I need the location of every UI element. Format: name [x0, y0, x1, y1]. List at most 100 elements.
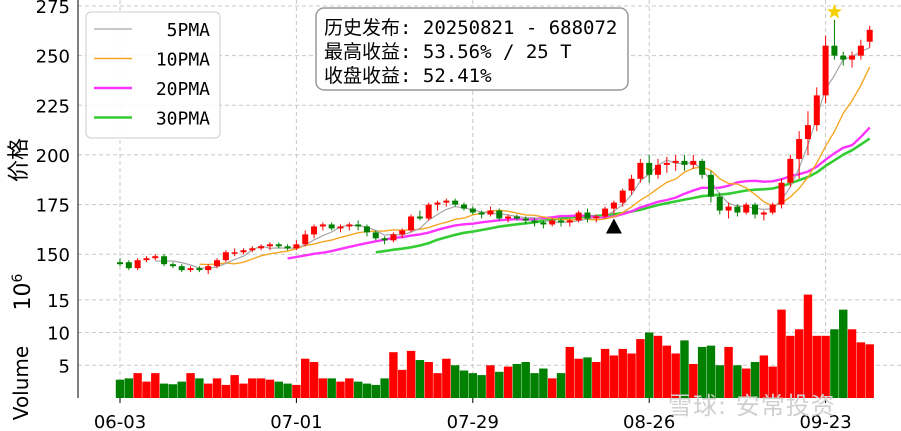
- candle-body: [584, 212, 591, 219]
- volume-bar: [203, 383, 213, 398]
- volume-bar: [459, 370, 469, 398]
- candle-body: [134, 260, 141, 269]
- axes: 150 175 200 225 250 275 5 10 15 06-03 07-01 07-29 08…: [36, 0, 852, 431]
- candle-body: [117, 262, 123, 265]
- candles: [117, 19, 873, 275]
- volume-bar: [239, 383, 248, 398]
- price-tick-label: 250: [36, 47, 70, 68]
- candle-body: [443, 200, 450, 203]
- candle-body: [399, 230, 406, 235]
- candle-body: [558, 220, 564, 223]
- candle-body: [663, 162, 670, 165]
- candle-body: [672, 160, 679, 163]
- candle-body: [787, 158, 794, 183]
- volume-bar: [274, 381, 283, 398]
- candle-body: [637, 162, 644, 179]
- candle-body: [487, 210, 494, 215]
- candle-body: [178, 266, 185, 271]
- volume-bar: [283, 383, 292, 398]
- candle-body: [628, 178, 635, 191]
- candle-body: [319, 224, 326, 227]
- volume-bars: [115, 294, 874, 398]
- candle-body: [478, 212, 485, 215]
- candle-body: [804, 125, 811, 140]
- candle-body: [725, 206, 732, 211]
- price-tick-label: 175: [36, 196, 70, 217]
- x-tick-label: 07-29: [447, 412, 499, 431]
- volume-bar: [468, 373, 478, 398]
- volume-bar: [689, 363, 698, 398]
- volume-bar: [195, 378, 204, 398]
- candle-body: [416, 216, 423, 219]
- volume-bar: [803, 294, 813, 398]
- candle-body: [196, 268, 203, 271]
- candle-body: [840, 55, 847, 60]
- volume-bar: [512, 363, 522, 398]
- price-tick-label: 200: [36, 146, 70, 167]
- volume-bar: [159, 383, 169, 398]
- volume-bar: [486, 365, 495, 398]
- volume-bar: [724, 346, 733, 398]
- candle-body: [769, 204, 776, 213]
- volume-bar: [759, 355, 769, 398]
- price-axis-label: 价格: [7, 138, 32, 182]
- candle-body: [381, 238, 388, 241]
- volume-bar: [336, 381, 345, 398]
- ma5-line: [155, 47, 870, 269]
- volume-bar: [768, 366, 777, 398]
- volume-bar: [636, 339, 645, 398]
- volume-bar: [151, 373, 160, 398]
- volume-bar: [301, 358, 310, 398]
- volume-bar: [539, 368, 548, 398]
- volume-bar: [371, 384, 380, 398]
- volume-bar: [503, 366, 513, 398]
- candle-body: [549, 220, 556, 225]
- volume-bar: [583, 357, 592, 398]
- volume-bar: [353, 381, 363, 398]
- candle-body: [425, 204, 432, 219]
- volume-axis-label: Volume: [9, 346, 33, 420]
- annotation-line-2: 最高收益: 53.56% / 25 T: [324, 41, 572, 63]
- candle-body: [646, 162, 653, 175]
- candle-body: [752, 204, 759, 215]
- volume-bar: [212, 378, 222, 398]
- legend-label-10pma: 10PMA: [156, 50, 210, 71]
- annotation-line-1: 历史发布: 20250821 - 688072: [324, 17, 617, 39]
- volume-bar: [812, 335, 821, 398]
- annotation-line-3: 收盘收益: 52.41%: [324, 65, 492, 87]
- volume-bar: [168, 384, 178, 398]
- volume-bar: [750, 362, 760, 398]
- volume-bar: [477, 375, 486, 398]
- volume-bar: [248, 378, 257, 398]
- volume-bar: [680, 340, 689, 398]
- candle-body: [857, 45, 864, 56]
- volume-tick-label: 5: [59, 356, 70, 377]
- candle-body: [610, 202, 617, 209]
- candle-body: [266, 244, 273, 247]
- candle-body: [311, 226, 318, 235]
- volume-bar: [433, 373, 442, 398]
- volume-bar: [839, 309, 848, 398]
- x-tick-label: 06-03: [94, 412, 146, 431]
- volume-bar: [671, 353, 680, 398]
- candle-body: [337, 226, 344, 229]
- price-tick-label: 275: [36, 0, 70, 18]
- volume-bar: [265, 379, 275, 398]
- volume-bar: [574, 358, 583, 398]
- candle-body: [390, 234, 397, 241]
- x-tick-label: 08-26: [623, 412, 675, 431]
- candle-body: [655, 164, 662, 175]
- candle-body: [602, 208, 609, 217]
- volume-bar: [362, 383, 372, 398]
- volume-bar: [592, 362, 601, 398]
- candle-body: [249, 248, 256, 251]
- volume-bar: [742, 368, 751, 398]
- volume-bar: [786, 335, 795, 398]
- x-tick-label: 07-01: [270, 412, 322, 431]
- legend-label-20pma: 20PMA: [156, 79, 210, 100]
- volume-bar: [556, 373, 566, 398]
- candle-body: [831, 45, 838, 56]
- legend-label-5pma: 5PMA: [167, 20, 211, 41]
- candle-body: [205, 266, 212, 271]
